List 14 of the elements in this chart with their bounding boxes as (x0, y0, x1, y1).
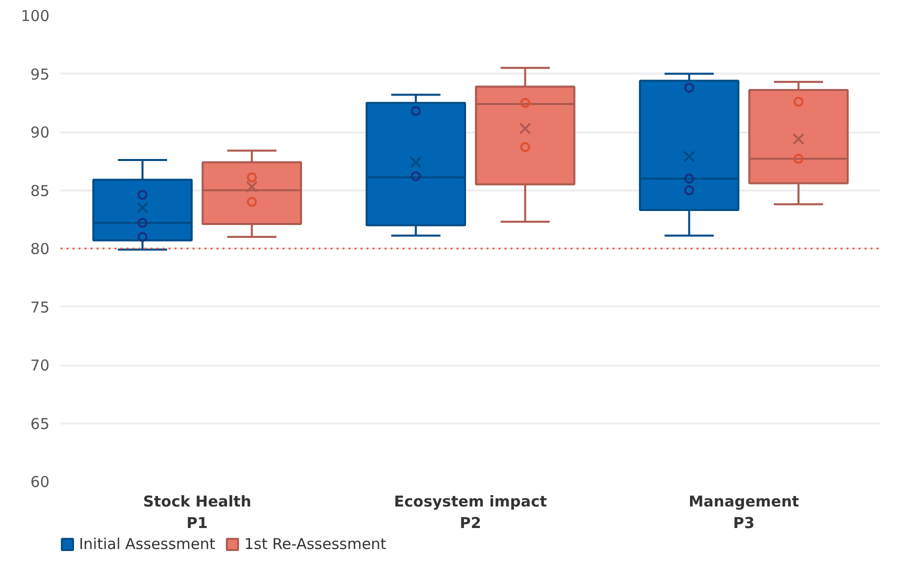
y-tick-label: 90 (30, 124, 50, 142)
legend-label: 1st Re-Assessment (244, 535, 386, 553)
y-tick-label: 75 (30, 298, 50, 316)
x-tick-label: Stock Health P1 (143, 492, 252, 532)
x-tick-label: Ecosystem impact P2 (394, 492, 547, 532)
y-tick-label: 60 (30, 473, 50, 491)
y-tick-label: 95 (30, 65, 50, 84)
y-tick-label: 70 (30, 356, 50, 374)
y-tick-label: 80 (30, 240, 50, 258)
y-tick-label: 65 (30, 414, 50, 433)
y-tick-label: 85 (30, 182, 50, 200)
y-tick-label: 100 (20, 7, 50, 25)
legend-label: Initial Assessment (79, 535, 216, 553)
x-tick-label: Management P3 (688, 492, 800, 532)
